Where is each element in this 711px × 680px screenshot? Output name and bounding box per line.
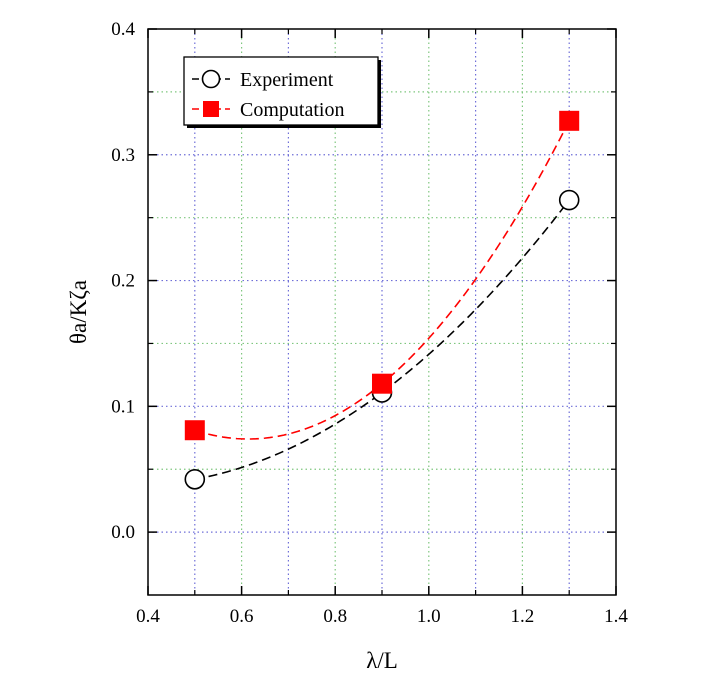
series-line-experiment xyxy=(194,199,570,481)
legend-marker-experiment xyxy=(201,69,221,89)
data-point-experiment xyxy=(184,468,206,490)
data-point-computation xyxy=(559,110,580,131)
x-tick-label: 1.0 xyxy=(417,606,441,627)
x-tick-label: 0.6 xyxy=(230,606,254,627)
x-tick-label: 0.4 xyxy=(136,606,160,627)
y-tick-label: 0.4 xyxy=(111,19,135,40)
data-point-computation xyxy=(372,373,392,394)
x-axis-label: λ/L xyxy=(366,648,398,673)
grid xyxy=(148,29,616,595)
y-tick-label: 0.2 xyxy=(111,271,135,292)
legend: Experiment Computation xyxy=(183,56,381,128)
x-tick-label: 1.2 xyxy=(511,606,535,627)
y-axis-label: θa/Kζa xyxy=(66,280,91,344)
x-tick-label: 1.4 xyxy=(604,606,628,627)
legend-label-experiment: Experiment xyxy=(240,69,334,91)
tick-labels: 0.4 0.6 0.8 1.0 1.2 1.4 0.0 0.1 0.2 0.3 0.4 xyxy=(111,19,628,627)
legend-label-computation: Computation xyxy=(240,99,344,121)
legend-marker-computation xyxy=(203,101,219,117)
axis-ticks xyxy=(147,28,617,595)
data-point-experiment xyxy=(558,189,580,211)
x-tick-label: 0.8 xyxy=(323,606,347,627)
data-markers xyxy=(184,110,580,490)
y-tick-label: 0.3 xyxy=(111,145,135,166)
y-tick-label: 0.1 xyxy=(111,396,135,417)
data-point-computation xyxy=(184,420,205,441)
y-tick-label: 0.0 xyxy=(111,522,135,543)
